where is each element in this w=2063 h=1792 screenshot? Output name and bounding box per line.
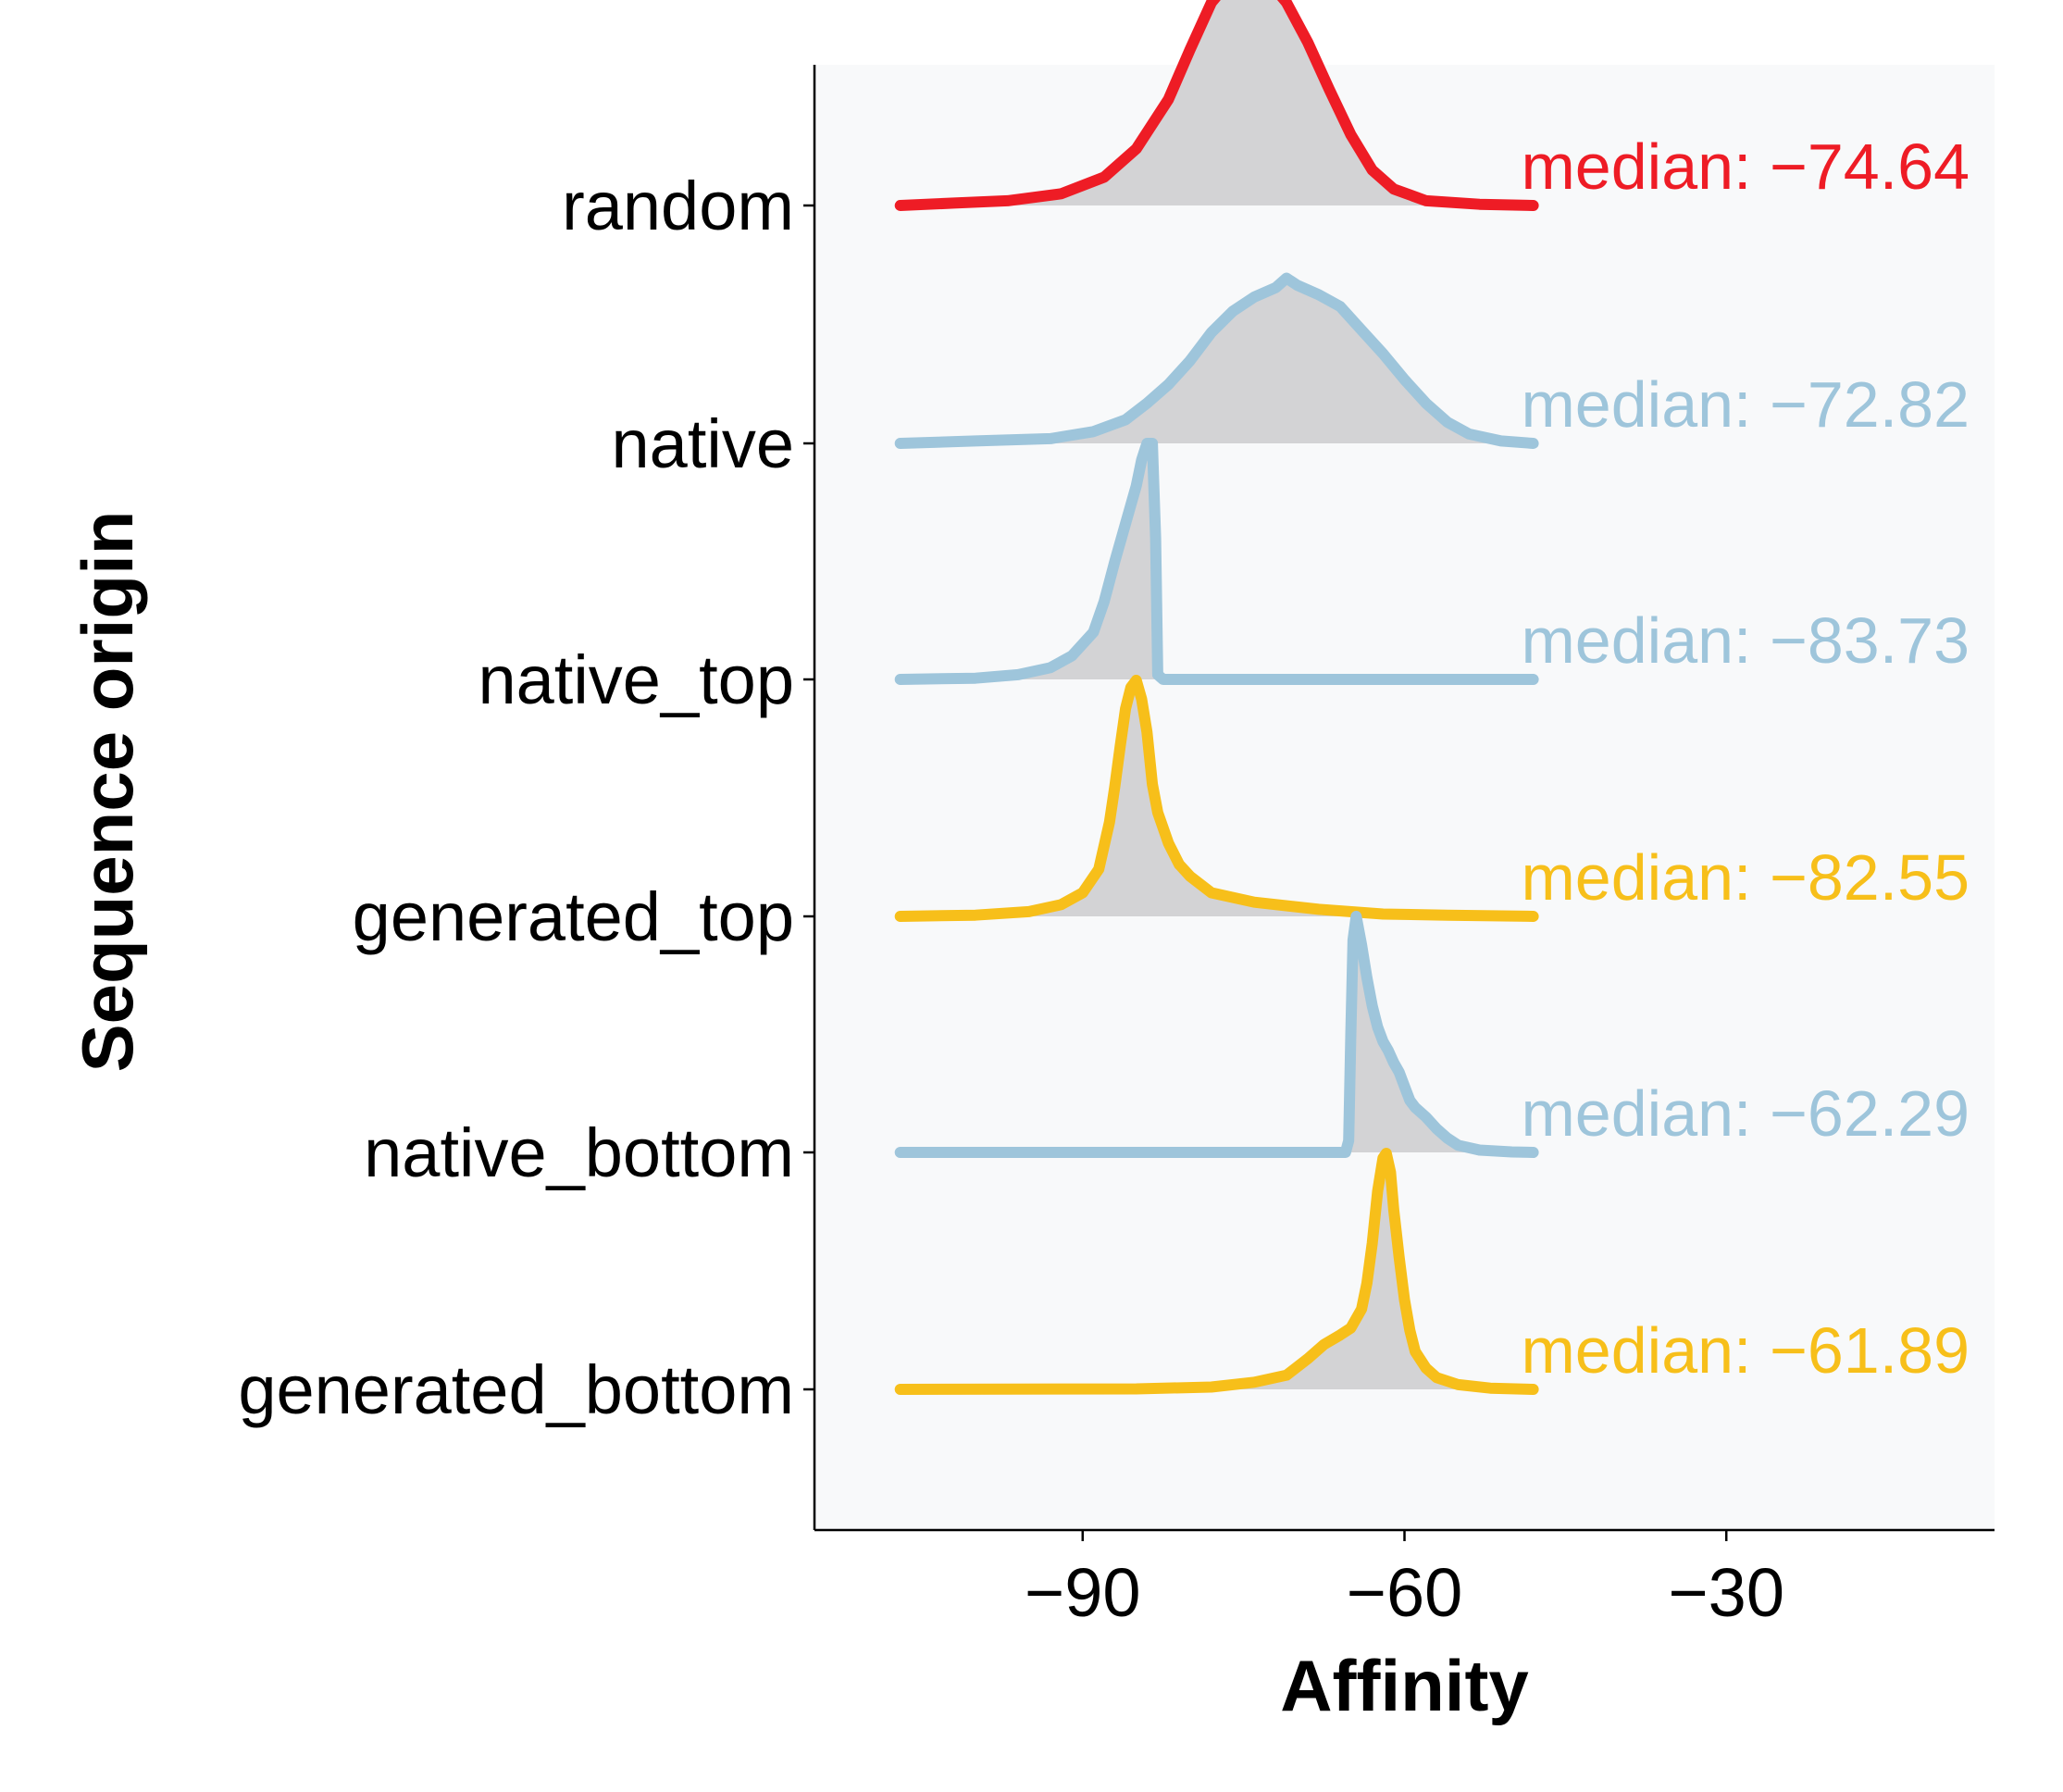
y-tick-label-generated-bottom: generated_bottom [238, 1351, 794, 1428]
x-tick-label-0: −90 [1025, 1554, 1141, 1631]
x-tick-label-1: −60 [1347, 1554, 1463, 1631]
x-tick-label-2: −30 [1668, 1554, 1784, 1631]
y-tick-label-native-top: native_top [478, 641, 795, 718]
y-axis-title: Sequence origin [67, 511, 148, 1073]
ridge-line-generated-top [894, 675, 1539, 922]
ridge-random [894, 0, 1539, 211]
ridge-line-random [894, 0, 1539, 211]
median-label-native-bottom: median: −62.29 [1521, 1077, 1970, 1150]
x-axis-title: Affinity [1280, 1645, 1529, 1726]
ridge-fill-random [900, 0, 1534, 205]
ridge-native-bottom [894, 911, 1539, 1158]
ridge-native-top [894, 438, 1539, 685]
y-tick-label-random: random [562, 168, 794, 244]
ridge-generated-bottom [894, 1148, 1539, 1395]
median-label-native-top: median: −83.73 [1521, 604, 1970, 677]
y-axis-ticks: random native native_top generated_topnativ… [238, 168, 814, 1428]
ridge-line-generated-bottom [894, 1148, 1539, 1395]
median-labels-group: median: −74.64 median: −72.82 median: −83.… [1521, 131, 1970, 1387]
ridge-line-native-bottom [894, 911, 1539, 1158]
ridges-group [894, 0, 1539, 1395]
x-axis-ticks: −90 −60 −30 [1025, 1530, 1784, 1631]
ridge-fill-native-bottom [900, 916, 1534, 1152]
ridge-line-native-top [894, 438, 1539, 685]
median-label-native: median: −72.82 [1521, 368, 1970, 441]
y-tick-label-native-bottom: native_bottom [364, 1114, 794, 1191]
ridge-generated-top [894, 675, 1539, 922]
ridge-line-native [894, 272, 1539, 449]
ridge-native [894, 272, 1539, 449]
median-label-generated-bottom: median: −61.89 [1521, 1314, 1970, 1387]
y-tick-label-native: native [612, 405, 794, 482]
ridge-fill-native [900, 278, 1534, 443]
y-tick-label-generated-top: generated_top [353, 878, 794, 955]
median-label-random: median: −74.64 [1521, 131, 1970, 203]
ridge-fill-generated-bottom [900, 1153, 1534, 1389]
median-label-generated-top: median: −82.55 [1521, 841, 1970, 914]
